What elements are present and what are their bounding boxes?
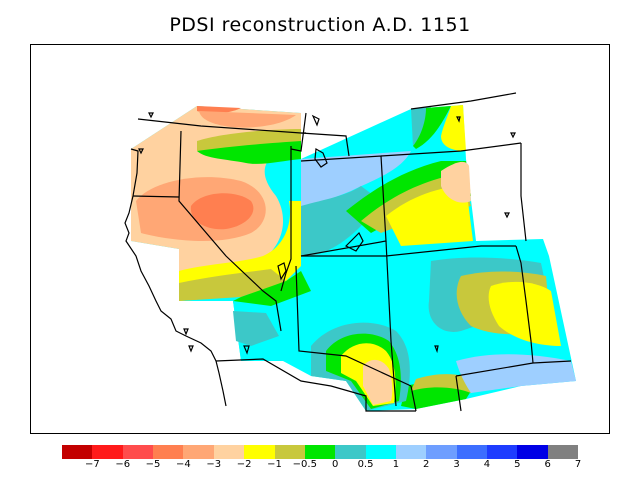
border-co-south: [301, 245, 516, 257]
field-wet-nm: [456, 354, 576, 393]
legend-swatch: [274, 445, 305, 459]
map-title: PDSI reconstruction A.D. 1151: [169, 14, 471, 36]
border-or-id: [290, 112, 307, 152]
border-az-nm: [295, 265, 412, 387]
legend-swatch: [426, 445, 457, 459]
field-mod-dry-ne: [441, 161, 471, 203]
border-co-east: [515, 245, 534, 364]
lake-tahoe: [277, 262, 287, 281]
border-mt-north: [410, 92, 517, 110]
legend-label: −7: [84, 459, 100, 470]
map-frame: [30, 44, 610, 434]
border-ca-nv: [178, 130, 282, 332]
legend-swatch: [547, 445, 579, 459]
field-wet-north: [301, 151, 411, 206]
lake-small-8: [183, 328, 189, 336]
legend-labels: −7 −6 −5 −4 −3 −2 −1 −0.5 0 0.5 1 2 3 4 5 6 7: [62, 459, 582, 473]
legend-label: 0: [331, 459, 339, 470]
legend-label: 6: [544, 459, 551, 470]
legend-label: −5: [145, 459, 161, 470]
legend-label: 2: [423, 459, 430, 470]
legend-label: 0.5: [357, 459, 374, 470]
legend-swatch: [153, 445, 184, 459]
lake-small-7: [188, 345, 194, 353]
legend-label: 5: [514, 459, 521, 470]
legend-swatch: [395, 445, 427, 459]
border-or-ca: [132, 195, 180, 198]
border-nm-tx: [410, 385, 417, 412]
legend-label: 7: [574, 459, 582, 470]
legend-swatch: [487, 445, 518, 459]
legend-swatch: [62, 445, 93, 459]
border-dakotas: [520, 143, 527, 242]
yellowstone-lake: [314, 148, 328, 168]
legend-label: −1: [267, 459, 282, 470]
legend-swatch: [213, 445, 245, 459]
legend-label: −3: [206, 459, 222, 470]
border-nm-tx-east: [455, 375, 462, 412]
boundaries: [124, 92, 572, 412]
border-us-mexico: [215, 358, 416, 412]
field-mod-dry-az: [363, 359, 393, 405]
border-wy-north: [380, 142, 522, 157]
border-nv-ut: [280, 146, 292, 292]
legend-swatch: [244, 445, 275, 459]
legend-swatch: [365, 445, 396, 459]
lake-small-9: [434, 345, 439, 354]
field-slight-dry-north: [197, 129, 301, 151]
legend-label: 4: [483, 459, 491, 470]
legend-swatch: [92, 445, 123, 459]
pdsi-map: [124, 92, 576, 412]
pdsi-field: [131, 105, 576, 411]
legend-swatch: [335, 445, 366, 459]
lake-small-3: [510, 132, 516, 139]
legend-swatch: [456, 445, 488, 459]
legend-label: −2: [236, 459, 252, 470]
legend-label: 1: [392, 459, 400, 470]
great-salt-lake: [344, 231, 364, 252]
field-slight-dry-nm: [411, 374, 479, 393]
legend-swatch: [122, 445, 154, 459]
legend-swatch: [517, 445, 548, 459]
field-near-normal-mt: [413, 106, 451, 149]
lake-small-5: [138, 148, 144, 155]
legend-label: −6: [115, 459, 131, 470]
field-mild-dry-co: [488, 281, 561, 346]
border-wy: [300, 155, 387, 257]
lake-small-4: [504, 212, 510, 219]
field-mild-dry-wy: [386, 186, 473, 246]
flathead-lake: [311, 114, 320, 127]
lake-small-2: [456, 116, 461, 123]
border-ut-co: [385, 240, 397, 407]
legend-label: 3: [453, 459, 460, 470]
border-id-mt: [300, 132, 350, 157]
lake-small-6: [243, 345, 250, 355]
field-dry-west-core: [190, 193, 254, 230]
lake-small-1: [148, 112, 154, 119]
field-dry-north: [199, 111, 296, 128]
legend-swatch: [304, 445, 336, 459]
field-slight-wet-ca: [233, 311, 279, 346]
field-slight-dry-west: [179, 269, 286, 301]
coastline-west: [124, 148, 227, 407]
legend-label: −0.5: [292, 459, 317, 470]
legend-swatch: [183, 445, 214, 459]
legend-label: −4: [176, 459, 191, 470]
color-legend: [62, 445, 579, 459]
border-nm-ok: [455, 360, 572, 377]
